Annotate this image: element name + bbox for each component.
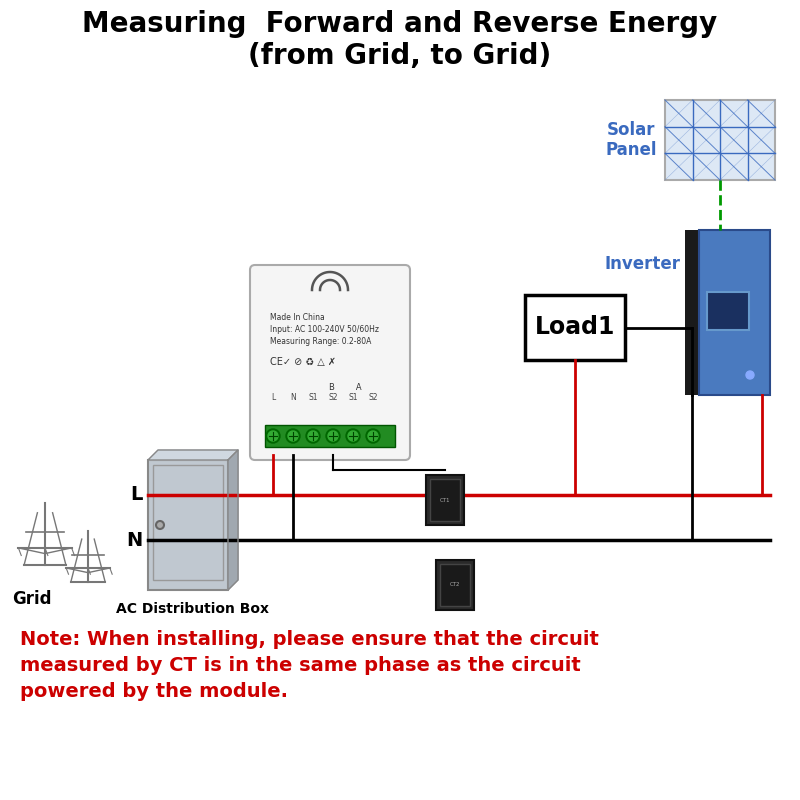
Circle shape: [268, 431, 278, 441]
Bar: [525, 295, 625, 360]
Text: S2: S2: [368, 393, 378, 402]
FancyBboxPatch shape: [250, 265, 410, 460]
Text: N: N: [126, 530, 143, 550]
Text: Note: When installing, please ensure that the circuit: Note: When installing, please ensure tha…: [20, 630, 599, 649]
Bar: [153, 465, 223, 580]
Text: B        A: B A: [329, 383, 362, 392]
Text: Input: AC 100-240V 50/60Hz: Input: AC 100-240V 50/60Hz: [270, 325, 379, 334]
Bar: [436, 560, 474, 610]
Text: Inverter: Inverter: [604, 255, 680, 273]
Text: measured by CT is in the same phase as the circuit: measured by CT is in the same phase as t…: [20, 656, 581, 675]
Circle shape: [366, 429, 380, 443]
Polygon shape: [228, 450, 238, 590]
Text: Load1: Load1: [535, 315, 615, 339]
Bar: [148, 460, 228, 590]
Text: Grid: Grid: [12, 590, 51, 608]
Text: Solar
Panel: Solar Panel: [606, 121, 657, 159]
Text: L: L: [271, 393, 275, 402]
Text: CE✓ ⊘ ♻ △ ✗: CE✓ ⊘ ♻ △ ✗: [270, 357, 336, 367]
Text: (from Grid, to Grid): (from Grid, to Grid): [248, 42, 552, 70]
Text: S1: S1: [308, 393, 318, 402]
Text: Measuring Range: 0.2-80A: Measuring Range: 0.2-80A: [270, 337, 371, 346]
Circle shape: [328, 431, 338, 441]
Circle shape: [346, 429, 360, 443]
Bar: [665, 100, 775, 180]
Circle shape: [308, 431, 318, 441]
Circle shape: [348, 431, 358, 441]
Text: Measuring  Forward and Reverse Energy: Measuring Forward and Reverse Energy: [82, 10, 718, 38]
Text: AC Distribution Box: AC Distribution Box: [117, 602, 270, 616]
Polygon shape: [148, 450, 238, 460]
Text: CT2: CT2: [450, 582, 460, 587]
Circle shape: [156, 521, 164, 529]
Text: S2: S2: [328, 393, 338, 402]
Circle shape: [288, 431, 298, 441]
Bar: [685, 230, 699, 395]
Text: powered by the module.: powered by the module.: [20, 682, 288, 701]
Circle shape: [306, 429, 320, 443]
Text: N: N: [290, 393, 296, 402]
Bar: [699, 230, 770, 395]
Bar: [707, 292, 749, 330]
Text: CT1: CT1: [440, 498, 450, 502]
Bar: [430, 479, 460, 521]
Bar: [426, 475, 464, 525]
Bar: [440, 564, 470, 606]
Circle shape: [368, 431, 378, 441]
Circle shape: [326, 429, 340, 443]
Circle shape: [746, 371, 754, 379]
Circle shape: [286, 429, 300, 443]
Circle shape: [266, 429, 280, 443]
Bar: [265, 425, 395, 447]
Text: Made In China: Made In China: [270, 313, 325, 322]
Text: L: L: [130, 486, 143, 505]
Text: S1: S1: [348, 393, 358, 402]
